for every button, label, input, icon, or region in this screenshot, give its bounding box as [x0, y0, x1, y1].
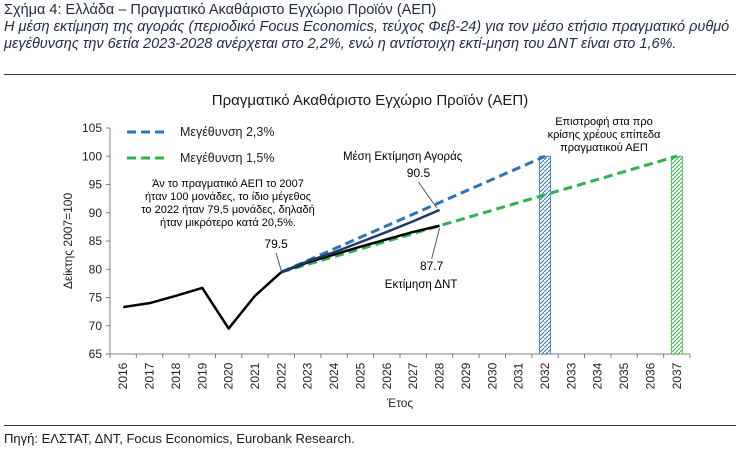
y-tick-label: 105 — [82, 121, 102, 135]
annotations: Μέση Εκτίμηση Αγοράς 90.5 79.5 87.7 Εκτίμηση… — [141, 116, 661, 291]
legend-label: Μεγέθυνση 2,3% — [180, 125, 274, 139]
y-tick-label: 75 — [89, 291, 103, 305]
source-note: Πηγή: ΕΛΣΤΑΤ, ΔΝΤ, Focus Economics, Euro… — [4, 431, 355, 446]
x-tick-label: 2020 — [222, 362, 236, 389]
x-tick-label: 2023 — [301, 362, 315, 389]
x-tick-label: 2019 — [195, 362, 209, 389]
actual-gdp-line — [122, 271, 283, 330]
x-tick-label: 2032 — [538, 362, 552, 389]
return-note-line: πραγματικού ΑΕΠ — [560, 142, 648, 154]
y-tick-label: 65 — [89, 347, 103, 361]
x-tick-label: 2037 — [670, 362, 684, 389]
x-tick-label: 2017 — [143, 362, 157, 389]
x-tick-label: 2033 — [564, 362, 578, 389]
figure-header: Σχήμα 4: Ελλάδα – Πραγματικό Ακαθάριστο … — [4, 2, 736, 53]
y-tick-label: 70 — [89, 319, 103, 333]
growth-1-5-line — [280, 154, 678, 274]
x-tick-label: 2018 — [169, 362, 183, 389]
x-tick-label: 2030 — [485, 362, 499, 389]
x-axis-title: Έτος — [386, 396, 414, 410]
note-line: Άν το πραγματικό ΑΕΠ το 2007 — [152, 178, 304, 190]
y-tick-label: 95 — [89, 178, 103, 192]
y-axis-title: Δείκτης 2007=100 — [61, 193, 75, 290]
legend: Μεγέθυνση 2,3% Μεγέθυνση 1,5% — [127, 125, 274, 165]
start-leader-line — [275, 252, 282, 272]
growth-2-3-line — [280, 154, 546, 274]
market-estimate-line — [280, 208, 441, 274]
y-tick-label: 100 — [82, 149, 102, 163]
market-estimate-value: 90.5 — [407, 166, 431, 180]
y-tick-label: 90 — [89, 206, 103, 220]
market-leader-line — [418, 181, 438, 209]
x-tick-label: 2029 — [459, 362, 473, 389]
figure-subtitle: Η μέση εκτίμηση της αγοράς (περιοδικό Fo… — [4, 19, 730, 52]
note-line: ήταν μικρότερο κατά 20,5%. — [160, 217, 296, 229]
x-tick-label: 2027 — [406, 362, 420, 389]
imf-leader-line — [431, 227, 441, 260]
bars — [539, 155, 683, 355]
series-lines — [122, 154, 678, 330]
x-tick-label: 2022 — [274, 362, 288, 389]
top-rule — [4, 74, 736, 75]
imf-estimate-value: 87.7 — [420, 259, 444, 273]
figure-title: Σχήμα 4: Ελλάδα – Πραγματικό Ακαθάριστο … — [4, 2, 437, 18]
x-tick-label: 2031 — [512, 362, 526, 389]
x-tick-label: 2034 — [591, 362, 605, 389]
axes: 65 70 75 80 85 90 95 100 105 2016 2017 2018 2019 2020… — [61, 121, 691, 410]
market-estimate-label: Μέση Εκτίμηση Αγοράς — [343, 151, 463, 163]
gdp-chart: Πραγματικό Ακαθάριστο Εγχώριο Προϊόν (ΑΕ… — [61, 92, 691, 410]
note-line: ήταν 100 μονάδες, το ίδιο μέγεθος — [145, 191, 311, 203]
bottom-rule — [4, 425, 736, 426]
x-tick-label: 2036 — [643, 362, 657, 389]
x-tick-label: 2024 — [327, 362, 341, 389]
return-bar-2032 — [539, 155, 551, 355]
x-tick-label: 2035 — [617, 362, 631, 389]
x-tick-label: 2021 — [248, 362, 262, 389]
x-tick-label: 2025 — [353, 362, 367, 389]
return-note-line: κρίσης χρέους επίπεδα — [548, 129, 661, 141]
y-tick-label: 80 — [89, 262, 103, 276]
chart-title: Πραγματικό Ακαθάριστο Εγχώριο Προϊόν (ΑΕ… — [212, 92, 528, 109]
x-tick-label: 2028 — [433, 362, 447, 389]
return-bar-2037 — [670, 155, 683, 355]
y-tick-label: 85 — [89, 234, 103, 248]
imf-estimate-label: Εκτίμηση ΔΝΤ — [385, 279, 458, 291]
x-tick-label: 2026 — [380, 362, 394, 389]
start-value-label: 79.5 — [264, 237, 288, 251]
return-note-line: Επιστροφή στα προ — [555, 116, 653, 128]
legend-label: Μεγέθυνση 1,5% — [180, 151, 274, 165]
note-line: το 2022 ήταν 79,5 μονάδες, δηλαδή — [141, 204, 315, 216]
x-tick-label: 2016 — [116, 362, 130, 389]
